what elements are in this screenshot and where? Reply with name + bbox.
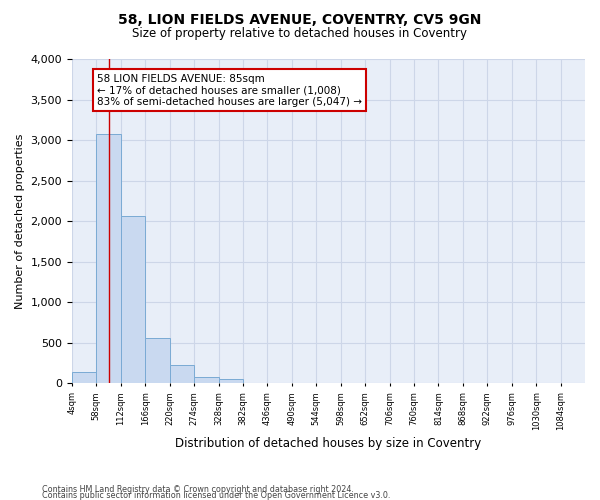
X-axis label: Distribution of detached houses by size in Coventry: Distribution of detached houses by size … xyxy=(175,437,482,450)
Bar xyxy=(194,378,218,384)
Bar xyxy=(145,338,170,384)
Text: Size of property relative to detached houses in Coventry: Size of property relative to detached ho… xyxy=(133,28,467,40)
Y-axis label: Number of detached properties: Number of detached properties xyxy=(15,134,25,309)
Text: Contains public sector information licensed under the Open Government Licence v3: Contains public sector information licen… xyxy=(42,491,391,500)
Text: Contains HM Land Registry data © Crown copyright and database right 2024.: Contains HM Land Registry data © Crown c… xyxy=(42,485,354,494)
Bar xyxy=(97,134,121,384)
Bar xyxy=(121,216,145,384)
Bar xyxy=(72,372,97,384)
Bar xyxy=(170,365,194,384)
Text: 58, LION FIELDS AVENUE, COVENTRY, CV5 9GN: 58, LION FIELDS AVENUE, COVENTRY, CV5 9G… xyxy=(118,12,482,26)
Text: 58 LION FIELDS AVENUE: 85sqm
← 17% of detached houses are smaller (1,008)
83% of: 58 LION FIELDS AVENUE: 85sqm ← 17% of de… xyxy=(97,74,362,107)
Bar xyxy=(218,380,243,384)
